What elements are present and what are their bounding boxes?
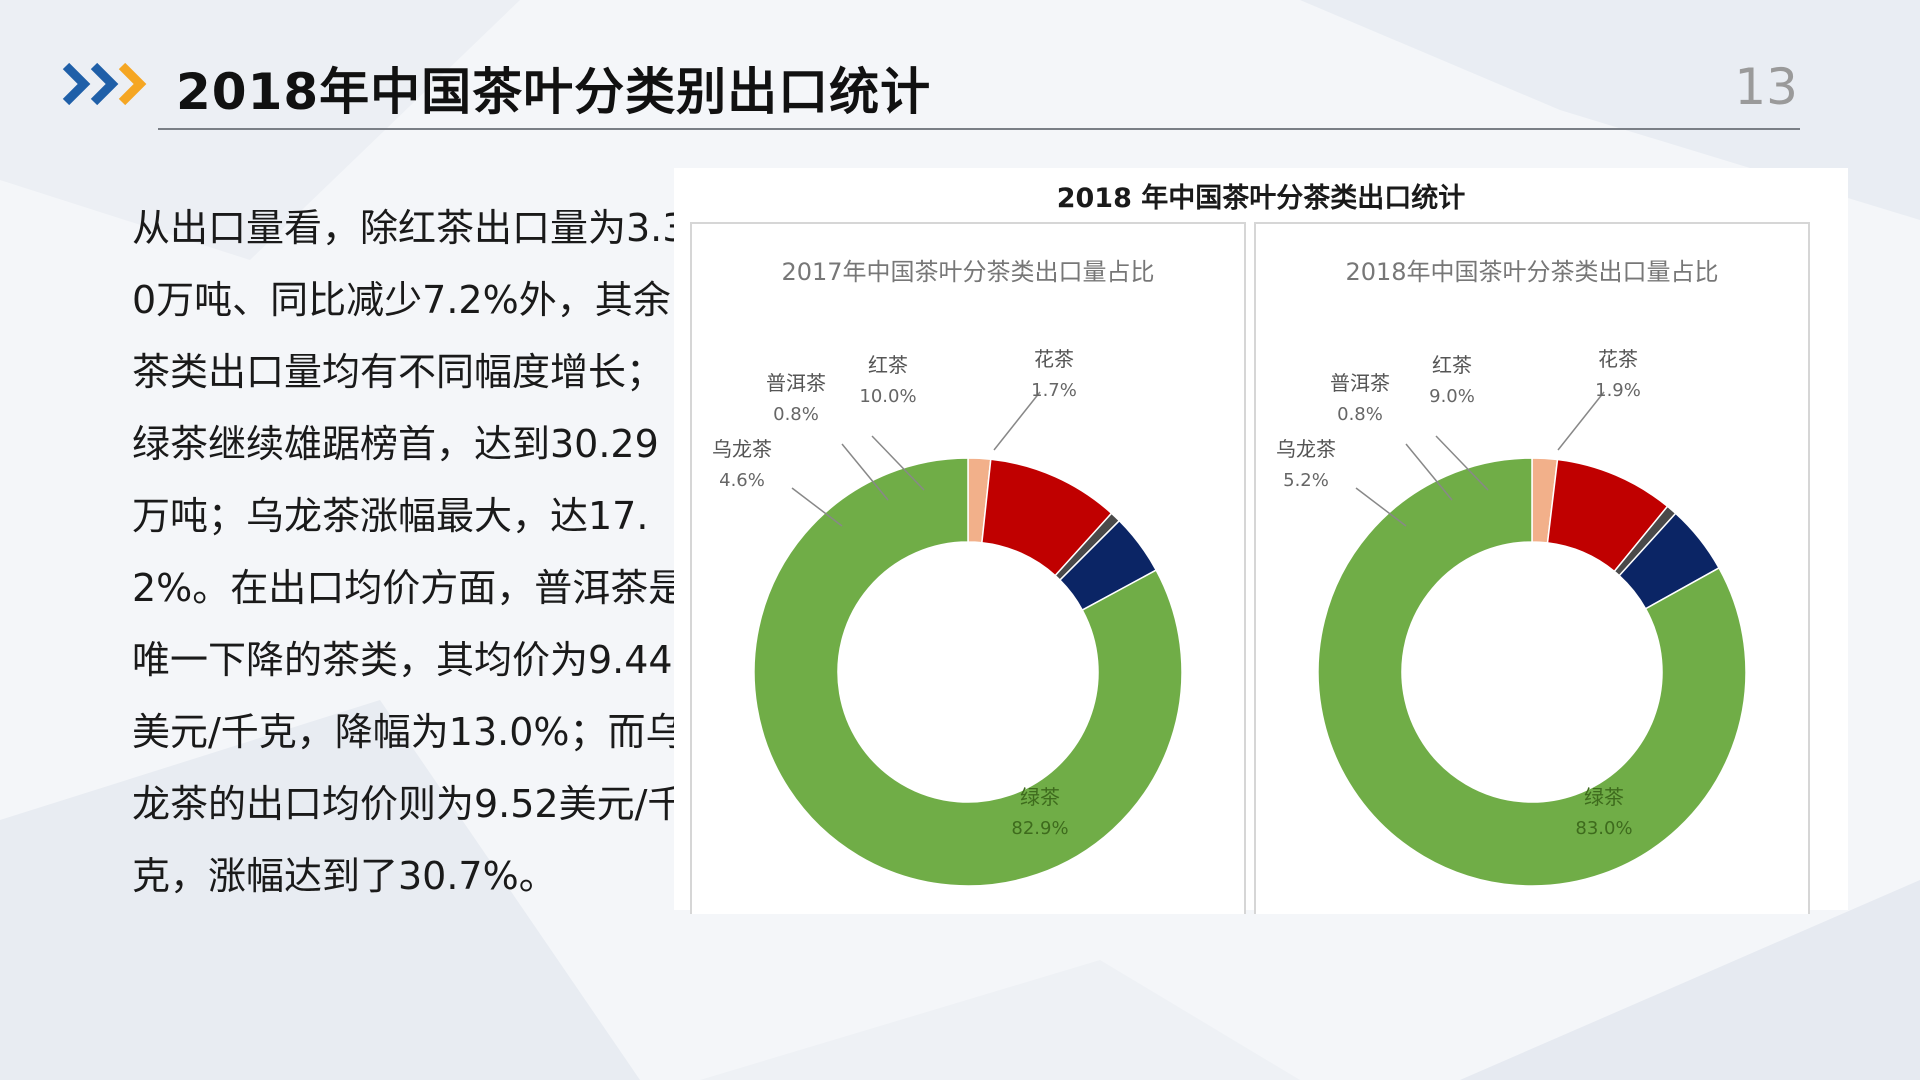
leader-line-0-2 — [841, 443, 889, 501]
slice-value-0-4: 82.9% — [1011, 818, 1068, 839]
chart-panel-2017: 2017年中国茶叶分茶类出口量占比 花茶 1.7% 红茶 10.0% 普洱茶 0.8% 乌龙… — [690, 222, 1246, 914]
slice-value-1-2: 0.8% — [1337, 404, 1383, 425]
leader-line-1-0 — [1557, 391, 1605, 451]
slice-value-1-0: 1.9% — [1595, 380, 1641, 401]
slice-label-1-0: 花茶 — [1598, 347, 1638, 371]
slice-label-1-3: 乌龙茶 — [1276, 437, 1336, 461]
slice-label-1-2: 普洱茶 — [1330, 371, 1390, 395]
donut-chart-2018: 花茶 1.9% 红茶 9.0% 普洱茶 0.8%乌龙茶 5.2% 绿茶 83.0% — [1276, 347, 1747, 887]
slice-label-0-3: 乌龙茶 — [712, 437, 772, 461]
slice-label-0-2: 普洱茶 — [766, 371, 826, 395]
page-number: 13 — [1734, 58, 1798, 116]
leader-line-0-3 — [791, 487, 843, 527]
chart-panel-2018: 2018年中国茶叶分茶类出口量占比 花茶 1.9% 红茶 9.0% 普洱茶 0.8% 乌龙茶… — [1254, 222, 1810, 914]
slice-value-0-0: 1.7% — [1031, 380, 1077, 401]
chart-title-2018: 2018年中国茶叶分茶类出口量占比 — [1345, 258, 1719, 286]
slice-label-1-1: 红茶 — [1432, 353, 1472, 377]
slice-value-1-1: 9.0% — [1429, 386, 1475, 407]
leader-line-0-1 — [871, 435, 925, 491]
donut-slice-1-4 — [1317, 457, 1747, 887]
chart-title-2017: 2017年中国茶叶分茶类出口量占比 — [781, 258, 1155, 286]
slice-value-0-1: 10.0% — [859, 386, 916, 407]
slice-value-0-2: 0.8% — [773, 404, 819, 425]
chevron-arrows-icon — [62, 62, 147, 106]
slice-label-1-4: 绿茶 — [1584, 785, 1624, 809]
leader-line-0-0 — [993, 391, 1041, 451]
slice-label-0-1: 红茶 — [868, 353, 908, 377]
donut-slice-0-4 — [753, 457, 1183, 887]
title-divider — [158, 128, 1800, 130]
figure-title: 2018 年中国茶叶分茶类出口统计 — [1056, 183, 1466, 214]
slice-label-0-0: 花茶 — [1034, 347, 1074, 371]
slice-value-1-4: 83.0% — [1575, 818, 1632, 839]
leader-line-1-1 — [1435, 435, 1489, 491]
leader-line-1-2 — [1405, 443, 1453, 501]
donut-chart-2017: 花茶 1.7% 红茶 10.0% 普洱茶 0.8%乌龙茶 4.6% 绿茶 82.9% — [712, 347, 1183, 887]
slice-label-0-4: 绿茶 — [1020, 785, 1060, 809]
leader-line-1-3 — [1355, 487, 1407, 527]
chart-figure: 2018 年中国茶叶分茶类出口统计 2017年中国茶叶分茶类出口量占比 花茶 1.… — [674, 168, 1848, 914]
slide-title: 2018年中国茶叶分类别出口统计 — [176, 63, 932, 121]
body-paragraph: 从出口量看，除红茶出口量为3.30万吨、同比减少7.2%外，其余茶类出口量均有不… — [132, 206, 687, 898]
slice-value-1-3: 5.2% — [1283, 470, 1329, 491]
slice-value-0-3: 4.6% — [719, 470, 765, 491]
